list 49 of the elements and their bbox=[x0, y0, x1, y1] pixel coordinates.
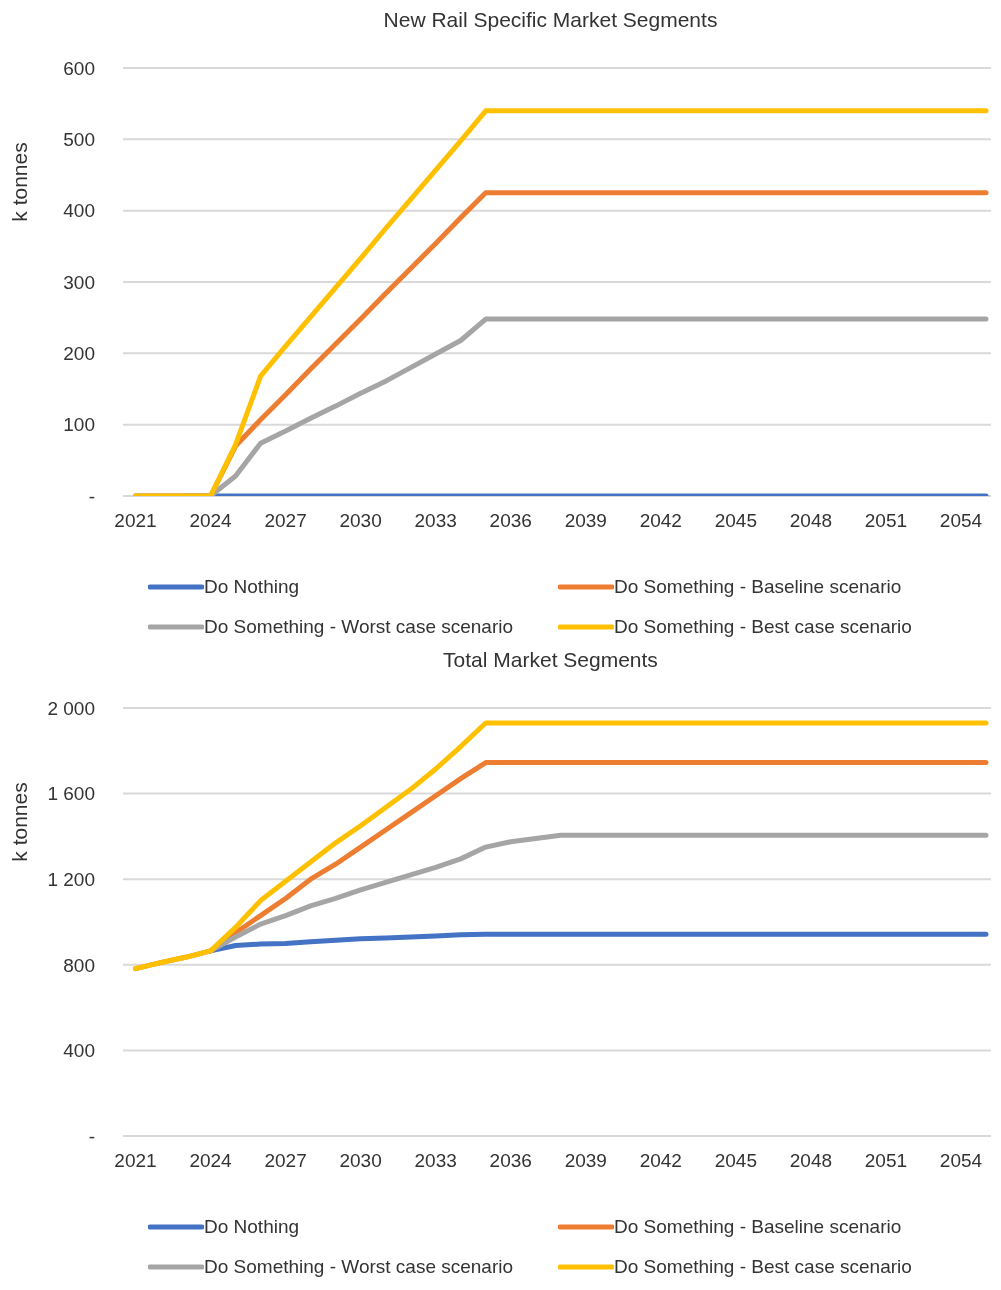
y-tick-label: - bbox=[88, 485, 95, 507]
x-tick-label: 2039 bbox=[564, 510, 607, 532]
x-tick-label: 2045 bbox=[714, 510, 757, 532]
legend-label: Do Something - Worst case scenario bbox=[204, 616, 514, 638]
legend-label: Do Something - Best case scenario bbox=[614, 616, 912, 638]
x-tick-label: 2024 bbox=[189, 1150, 233, 1172]
y-tick-label: 500 bbox=[63, 129, 95, 151]
x-tick-label: 2033 bbox=[414, 1150, 457, 1172]
y-tick-label: 200 bbox=[63, 343, 95, 365]
x-tick-label: 2033 bbox=[414, 510, 457, 532]
x-tick-label: 2021 bbox=[114, 1150, 157, 1172]
x-tick-label: 2048 bbox=[789, 510, 833, 532]
chart-title: New Rail Specific Market Segments bbox=[382, 8, 719, 33]
y-tick-label: 400 bbox=[63, 1040, 95, 1062]
x-tick-label: 2021 bbox=[114, 510, 157, 532]
legend-label: Do Something - Baseline scenario bbox=[614, 1216, 902, 1238]
x-tick-label: 2054 bbox=[939, 1150, 983, 1172]
x-tick-label: 2027 bbox=[264, 1150, 307, 1172]
x-tick-label: 2051 bbox=[864, 510, 908, 532]
y-tick-label: 2 000 bbox=[47, 697, 95, 719]
x-tick-label: 2030 bbox=[339, 1150, 382, 1172]
chart-title: Total Market Segments bbox=[442, 648, 659, 673]
y-tick-label: 1 200 bbox=[47, 868, 95, 890]
x-tick-label: 2027 bbox=[264, 510, 307, 532]
x-tick-label: 2042 bbox=[639, 510, 682, 532]
y-tick-label: 100 bbox=[63, 414, 95, 436]
y-tick-label: - bbox=[88, 1125, 95, 1147]
y-tick-label: 300 bbox=[63, 271, 95, 293]
legend-label: Do Nothing bbox=[204, 576, 300, 598]
x-tick-label: 2039 bbox=[564, 1150, 607, 1172]
y-tick-label: 400 bbox=[63, 200, 95, 222]
y-tick-label: 800 bbox=[63, 954, 95, 976]
x-tick-label: 2024 bbox=[189, 510, 233, 532]
legend-label: Do Something - Best case scenario bbox=[614, 1256, 912, 1278]
y-axis-title: k tonnes bbox=[8, 782, 32, 862]
x-tick-label: 2048 bbox=[789, 1150, 833, 1172]
y-tick-label: 1 600 bbox=[47, 783, 95, 805]
x-tick-label: 2030 bbox=[339, 510, 382, 532]
y-axis-title: k tonnes bbox=[8, 142, 32, 222]
legend-label: Do Something - Baseline scenario bbox=[614, 576, 902, 598]
x-tick-label: 2051 bbox=[864, 1150, 908, 1172]
legend-label: Do Nothing bbox=[204, 1216, 300, 1238]
x-tick-label: 2042 bbox=[639, 1150, 682, 1172]
y-tick-label: 600 bbox=[63, 57, 95, 79]
x-tick-label: 2045 bbox=[714, 1150, 757, 1172]
x-tick-label: 2036 bbox=[489, 1150, 532, 1172]
legend-label: Do Something - Worst case scenario bbox=[204, 1256, 514, 1278]
x-tick-label: 2036 bbox=[489, 510, 532, 532]
x-tick-label: 2054 bbox=[939, 510, 983, 532]
